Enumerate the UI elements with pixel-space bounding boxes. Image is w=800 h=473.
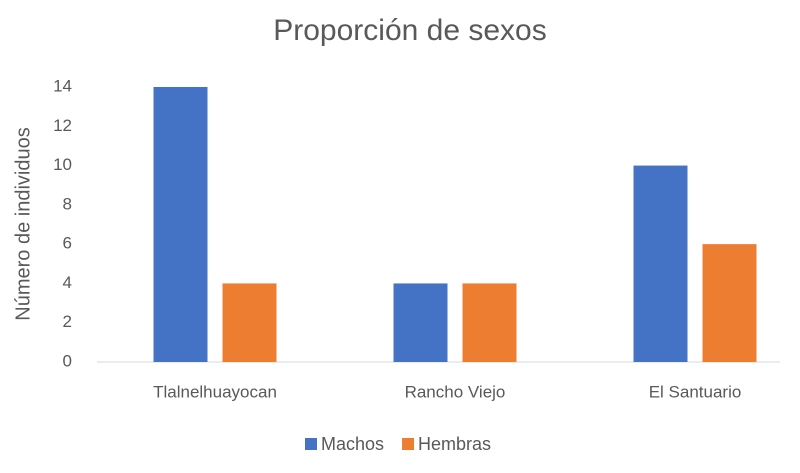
y-tick-label: 10 bbox=[53, 155, 72, 174]
chart-title: Proporción de sexos bbox=[273, 14, 547, 47]
y-tick-label: 14 bbox=[53, 76, 72, 95]
y-tick-label: 2 bbox=[63, 312, 72, 331]
legend-label: Machos bbox=[321, 434, 384, 454]
legend-label: Hembras bbox=[418, 434, 491, 454]
x-tick-label: El Santuario bbox=[649, 382, 742, 401]
bar bbox=[153, 87, 208, 362]
bar bbox=[702, 244, 757, 362]
x-tick-label: Rancho Viejo bbox=[405, 382, 506, 401]
y-tick-label: 12 bbox=[53, 116, 72, 135]
y-tick-label: 8 bbox=[63, 194, 72, 213]
bar bbox=[633, 165, 688, 362]
legend-swatch bbox=[305, 438, 317, 450]
x-tick-label: Tlalnelhuayocan bbox=[153, 382, 277, 401]
y-tick-label: 0 bbox=[63, 351, 72, 370]
legend-swatch bbox=[402, 438, 415, 450]
bar bbox=[393, 283, 448, 362]
y-tick-label: 6 bbox=[63, 234, 72, 253]
y-axis-title: Número de individuos bbox=[12, 127, 34, 320]
y-tick-label: 4 bbox=[63, 273, 72, 292]
bar bbox=[222, 283, 277, 362]
bar bbox=[462, 283, 517, 362]
